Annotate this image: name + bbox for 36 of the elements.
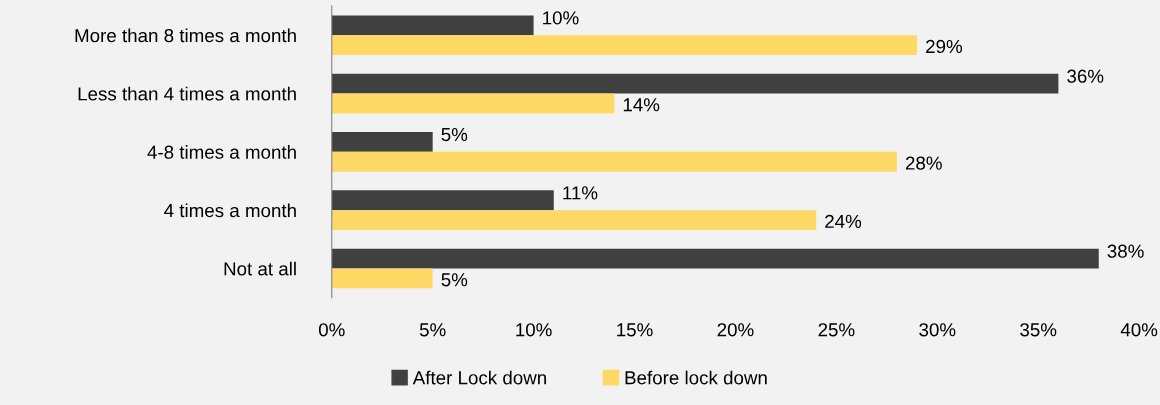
data-label: 5%	[441, 273, 468, 287]
x-tick-label: 20%	[717, 323, 754, 337]
bar	[331, 268, 433, 289]
x-tick-label: 35%	[1020, 323, 1057, 337]
bar	[331, 190, 554, 211]
bar	[331, 248, 1099, 269]
bar	[331, 73, 1059, 94]
y-tick-label: 4 times a month	[164, 203, 296, 218]
x-tick-label: 30%	[919, 323, 956, 337]
data-label: 5%	[441, 127, 468, 142]
data-label: 24%	[825, 214, 862, 228]
x-tick-label: 25%	[818, 323, 855, 337]
data-label: 29%	[926, 39, 963, 54]
bar	[331, 210, 817, 231]
legend-label: Before lock down	[625, 370, 767, 385]
data-label: 11%	[563, 186, 598, 200]
y-tick-label: More than 8 times a month	[75, 28, 296, 43]
data-label: 28%	[905, 156, 942, 170]
x-tick-label: 0%	[318, 323, 345, 337]
y-tick-label: Less than 4 times a month	[78, 86, 296, 101]
bar	[331, 35, 918, 56]
bar	[331, 93, 615, 114]
data-label: 14%	[623, 98, 660, 112]
bar	[331, 15, 534, 36]
bar	[331, 151, 897, 172]
bar	[331, 132, 433, 152]
data-label: 10%	[543, 11, 579, 25]
x-tick-label: 40%	[1120, 323, 1158, 337]
data-label: 36%	[1067, 69, 1104, 83]
x-tick-label: 5%	[419, 323, 446, 337]
legend-label: After Lock down	[412, 370, 546, 385]
x-tick-label: 10%	[516, 323, 552, 337]
y-tick-label: 4-8 times a month	[147, 145, 296, 159]
x-tick-label: 15%	[617, 323, 653, 337]
data-label: 38%	[1107, 244, 1144, 258]
y-tick-label: Not at all	[224, 261, 296, 276]
